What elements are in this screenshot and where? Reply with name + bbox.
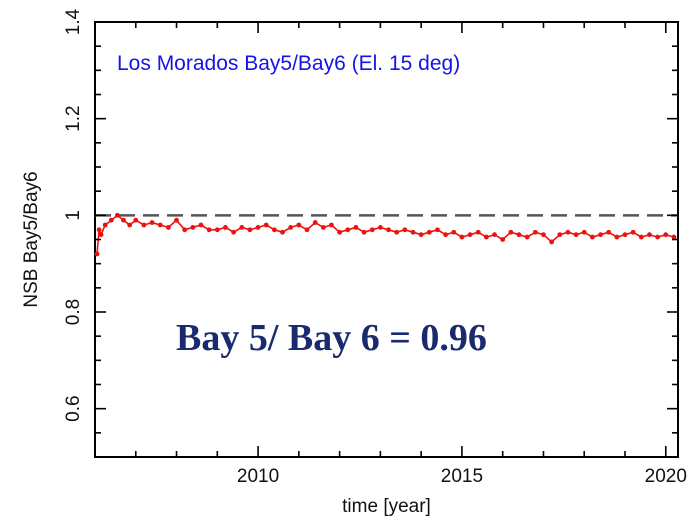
y-tick-label: 0.8 (63, 299, 84, 325)
y-tick-label: 1.4 (63, 8, 84, 35)
data-point (581, 229, 587, 235)
y-tick-label: 0.6 (63, 395, 84, 421)
series-layer (94, 212, 677, 257)
data-point (475, 229, 481, 235)
data-point (500, 237, 506, 242)
y-tick-label: 1 (63, 210, 84, 221)
data-point (589, 234, 595, 240)
series-line (96, 214, 675, 255)
data-point (337, 229, 343, 235)
data-point (247, 227, 253, 233)
data-point (655, 234, 661, 240)
data-point (614, 234, 620, 240)
data-point (149, 220, 155, 225)
data-point (288, 225, 294, 230)
plot-frame (94, 21, 679, 458)
data-point (353, 225, 359, 230)
data-point (361, 229, 367, 235)
data-point (165, 225, 171, 230)
data-point (280, 229, 285, 235)
data-point (451, 229, 457, 235)
data-point (647, 232, 652, 238)
data-point (426, 229, 432, 235)
data-point (377, 225, 383, 230)
data-point (223, 225, 228, 230)
data-point (214, 227, 220, 233)
data-point (541, 232, 546, 238)
data-point (141, 222, 147, 228)
data-point (329, 222, 334, 228)
data-point (190, 225, 196, 230)
data-point (467, 232, 473, 238)
data-point (102, 222, 108, 228)
data-point (671, 234, 677, 240)
ticks-layer: 0.6 0.8 1 1.2 1.4 2010 2015 2020 (63, 8, 687, 487)
data-point (271, 227, 277, 233)
data-point (435, 227, 440, 233)
data-point (231, 229, 237, 235)
chart-annotation-location: Los Morados Bay5/Bay6 (El. 15 deg) (117, 52, 460, 75)
data-point (524, 234, 530, 240)
data-point (573, 232, 579, 238)
x-tick-label: 2020 (645, 466, 687, 487)
data-point (516, 232, 522, 238)
data-point (127, 222, 133, 228)
data-point (369, 227, 375, 233)
x-tick-label: 2010 (237, 466, 279, 487)
data-point (198, 222, 204, 228)
data-point (557, 232, 563, 238)
data-point (255, 225, 261, 230)
data-point (443, 232, 449, 238)
data-point (98, 232, 104, 238)
y-axis-title: NSB Bay5/Bay6 (21, 171, 42, 307)
data-point (549, 239, 555, 245)
data-point (133, 217, 139, 223)
data-point (304, 227, 310, 233)
x-axis-title: time [year] (342, 496, 431, 517)
plot-area (94, 21, 679, 458)
data-point (296, 222, 302, 228)
data-point (263, 222, 269, 228)
data-point (492, 232, 497, 238)
data-point (394, 229, 400, 235)
data-point (532, 229, 538, 235)
data-point (96, 227, 102, 233)
chart-annotation-ratio: Bay 5/ Bay 6 = 0.96 (176, 317, 487, 359)
data-point (157, 222, 163, 228)
data-point (239, 225, 245, 230)
data-point (483, 234, 489, 240)
y-tick-label: 1.2 (63, 105, 84, 131)
data-point (606, 229, 612, 235)
data-point (121, 217, 126, 223)
data-point (565, 229, 571, 235)
data-point (402, 227, 408, 233)
data-point (630, 229, 636, 235)
data-point (508, 229, 514, 235)
data-point (108, 217, 114, 223)
data-point (386, 227, 391, 233)
data-point (418, 232, 424, 238)
data-point (115, 212, 120, 218)
data-point (320, 225, 326, 230)
x-tick-label: 2015 (441, 466, 483, 487)
data-point (182, 227, 188, 233)
data-point (622, 232, 628, 238)
data-point (312, 220, 318, 225)
data-point (94, 251, 100, 257)
data-point (410, 229, 416, 235)
data-point (598, 232, 603, 238)
data-point (663, 232, 669, 238)
data-point (638, 234, 644, 240)
data-point (206, 227, 212, 233)
data-point (459, 234, 465, 240)
data-point (345, 227, 351, 233)
data-point (174, 217, 179, 223)
